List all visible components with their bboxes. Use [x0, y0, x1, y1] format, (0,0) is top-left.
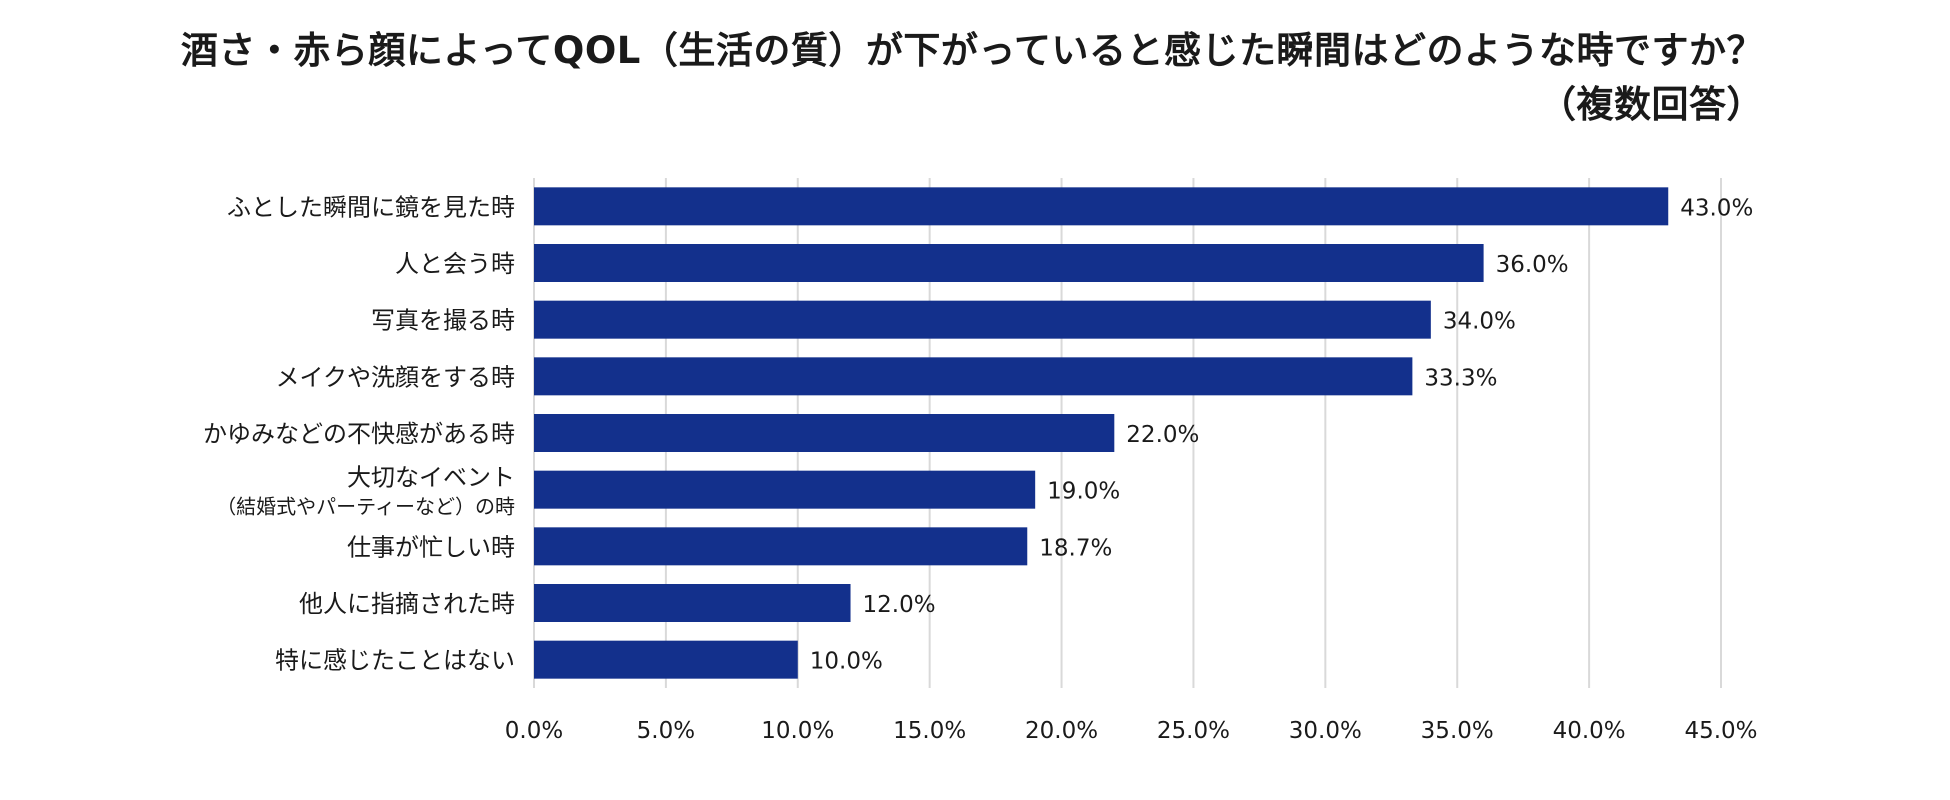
x-tick-label: 35.0%: [1421, 718, 1494, 744]
value-label: 34.0%: [1443, 309, 1516, 335]
category-label: 特に感じたことはない: [275, 647, 515, 675]
value-label: 43.0%: [1680, 195, 1753, 221]
x-tick-label: 30.0%: [1289, 718, 1362, 744]
value-label: 10.0%: [810, 649, 883, 675]
bar: [534, 300, 1431, 339]
value-label: 19.0%: [1047, 479, 1120, 505]
value-label: 22.0%: [1126, 422, 1199, 448]
bar: [534, 640, 798, 679]
x-tick-label: 15.0%: [893, 718, 966, 744]
bar: [534, 244, 1484, 282]
x-tick-label: 25.0%: [1157, 718, 1230, 744]
chart-title: 酒さ・赤ら顔によってQOL（生活の質）が下がっていると感じた瞬間はどのような時で…: [180, 29, 1764, 72]
x-tick-label: 10.0%: [761, 718, 834, 744]
bar: [534, 414, 1115, 452]
category-label: 人と会う時: [395, 250, 515, 278]
x-tick-label: 40.0%: [1553, 718, 1626, 744]
bar: [534, 357, 1413, 396]
bar: [534, 584, 851, 622]
category-label: ふとした瞬間に鏡を見た時: [227, 193, 515, 221]
bar: [534, 470, 1036, 509]
value-label: 33.3%: [1424, 365, 1497, 391]
x-tick-label: 45.0%: [1684, 718, 1757, 744]
chart-title-block: 酒さ・赤ら顔によってQOL（生活の質）が下がっていると感じた瞬間はどのような時で…: [181, 24, 1764, 132]
category-label-sub: （結婚式やパーティーなど）の時: [216, 495, 515, 519]
x-tick-label: 5.0%: [637, 718, 695, 744]
x-tick-label: 0.0%: [505, 718, 563, 744]
category-label: 写真を撮る時: [371, 307, 515, 335]
value-label: 36.0%: [1496, 252, 1569, 278]
x-tick-label: 20.0%: [1025, 718, 1098, 744]
bar: [534, 187, 1669, 226]
category-label: かゆみなどの不快感がある時: [203, 420, 515, 448]
value-label: 18.7%: [1039, 535, 1112, 561]
category-label: 仕事が忙しい時: [347, 533, 515, 561]
value-label: 12.0%: [863, 592, 936, 618]
bar: [534, 527, 1028, 566]
category-label: メイクや洗顔をする時: [275, 363, 515, 391]
category-label: 他人に指摘された時: [299, 590, 515, 618]
category-label: 大切なイベント: [347, 464, 515, 492]
chart-subtitle: （複数回答）: [1539, 83, 1764, 126]
